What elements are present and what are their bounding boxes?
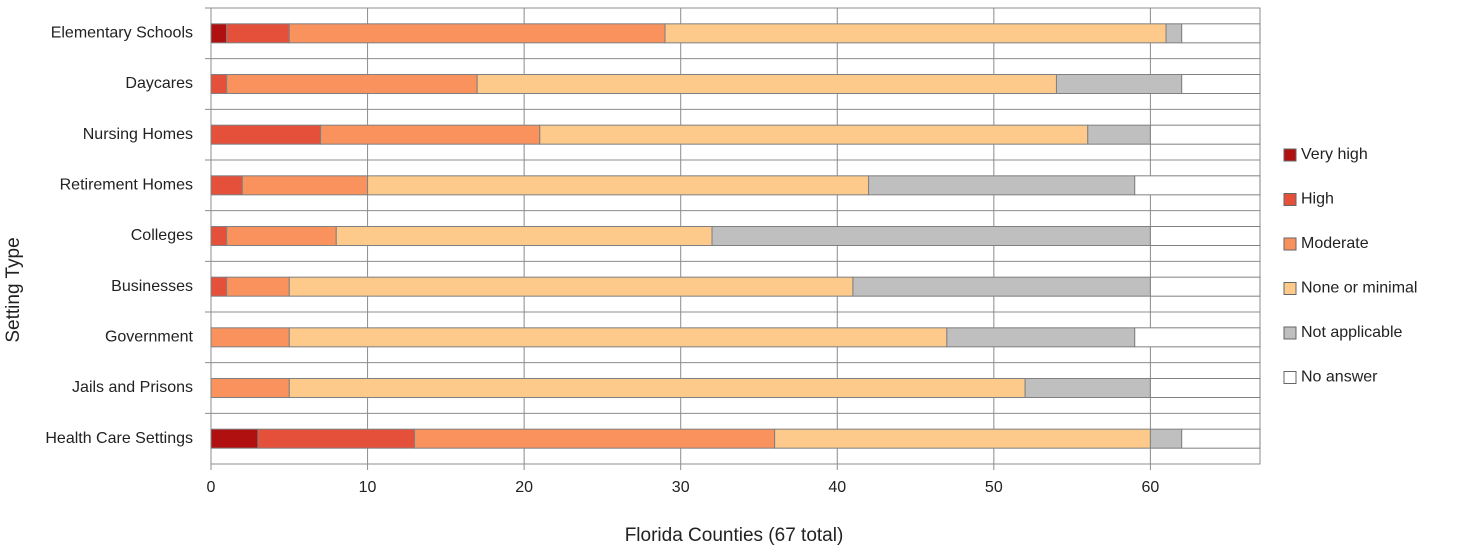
y-tick-label: Businesses (111, 278, 193, 295)
x-axis-label: Florida Counties (67 total) (625, 525, 844, 546)
y-tick-label: Retirement Homes (60, 177, 193, 194)
legend-swatch (1283, 371, 1297, 384)
bar-segment (210, 124, 322, 145)
legend-label: No answer (1301, 369, 1378, 386)
bar-segment (1055, 74, 1183, 94)
bar-segment (1149, 226, 1261, 246)
bar-segment (539, 124, 1089, 145)
bar-segment (210, 378, 290, 398)
bar-segment (288, 276, 854, 297)
x-tick-label: 40 (828, 479, 846, 496)
legend-swatch (1283, 282, 1297, 295)
y-tick-label: Nursing Homes (83, 126, 193, 143)
x-tick-label: 30 (672, 479, 690, 496)
bar-segment (288, 327, 948, 348)
bar-segment (414, 428, 776, 449)
legend-swatch (1283, 237, 1297, 251)
y-tick-label: Daycares (125, 75, 193, 92)
x-tick-label: 60 (1142, 479, 1160, 496)
x-tick-label: 20 (515, 479, 533, 496)
bar-segment (1149, 276, 1261, 297)
bar-segment (1181, 23, 1261, 44)
bar-segment (852, 276, 1151, 297)
bar-segment (1149, 124, 1261, 145)
legend-label: High (1301, 191, 1334, 208)
bar-segment (1181, 74, 1261, 94)
y-tick-label: Government (105, 329, 194, 346)
y-tick-label: Jails and Prisons (72, 379, 193, 396)
bar-segment (1165, 23, 1183, 44)
bar-segment (241, 175, 369, 196)
bar-segment (210, 276, 228, 297)
bar-segment (210, 428, 259, 449)
bar-segment (226, 74, 478, 94)
legend-swatch (1283, 326, 1297, 340)
y-axis-label: Setting Type (3, 237, 24, 342)
bar-segment (774, 428, 1151, 449)
legend-label: Moderate (1301, 235, 1369, 252)
bar-segment (367, 175, 870, 196)
bar-segment (1149, 428, 1183, 449)
bar-segment (1087, 124, 1151, 145)
legend-swatch (1283, 148, 1297, 162)
legend-label: Very high (1301, 146, 1368, 163)
bar-segment (210, 23, 228, 44)
bar-segment (711, 226, 1151, 246)
x-tick-label: 10 (359, 479, 377, 496)
bar-segment (210, 175, 243, 196)
bar-segment (226, 276, 290, 297)
legend-label: Not applicable (1301, 324, 1403, 341)
bar-segment (288, 23, 666, 44)
bar-segment (210, 327, 290, 348)
bar-segment (868, 175, 1136, 196)
bar-segment (335, 226, 713, 246)
y-tick-label: Colleges (131, 227, 193, 244)
bar-segment (946, 327, 1136, 348)
legend-swatch (1283, 193, 1297, 206)
legend-label: None or minimal (1301, 280, 1417, 297)
bar-segment (1181, 428, 1261, 449)
x-tick-label: 50 (985, 479, 1003, 496)
bar-segment (1134, 327, 1261, 348)
bar-segment (320, 124, 541, 145)
bar-segment (476, 74, 1057, 94)
bar-segment (1149, 378, 1261, 398)
bar-segment (664, 23, 1167, 44)
bar-segment (1024, 378, 1151, 398)
bar-segment (210, 226, 228, 246)
bar-segment (226, 226, 337, 246)
x-tick-label: 0 (207, 479, 216, 496)
bar-segment (210, 74, 228, 94)
y-tick-label: Elementary Schools (51, 25, 193, 42)
bar-segment (288, 378, 1026, 398)
bar-segment (1134, 175, 1261, 196)
bar-segment (257, 428, 416, 449)
bar-segment (226, 23, 290, 44)
y-tick-label: Health Care Settings (45, 430, 193, 447)
